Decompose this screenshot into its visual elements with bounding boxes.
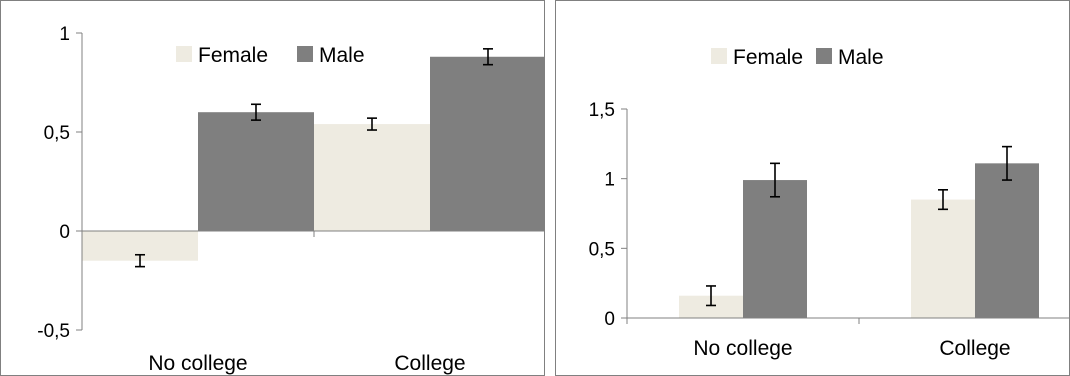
- bar-male-no-college: [743, 180, 807, 318]
- errorbar-male-no-college: [251, 103, 261, 121]
- category-label-no-college: No college: [148, 352, 247, 375]
- y-tick-label: 0,5: [44, 123, 70, 144]
- errorbar-female-college: [367, 117, 377, 131]
- legend: Female Male: [176, 44, 365, 67]
- y-tick-label: 1,5: [589, 100, 615, 121]
- errorbar-female-college: [938, 189, 948, 211]
- legend-label-female: Female: [198, 44, 268, 67]
- chart-panel-right: 0 0,5 1 1,5 No college College Female Male: [555, 0, 1070, 376]
- errorbar-male-college: [483, 48, 493, 66]
- bar-male-no-college: [198, 112, 314, 231]
- y-tick-label: 0,5: [589, 239, 615, 260]
- legend-label-female: Female: [733, 46, 803, 69]
- errorbar-male-college: [1002, 145, 1012, 181]
- chart-right: 0 0,5 1 1,5 No college College Female Male: [555, 0, 1070, 376]
- legend-swatch-female: [711, 48, 727, 64]
- legend-swatch-male: [816, 48, 832, 64]
- bar-male-college: [430, 56, 545, 232]
- errorbar-female-no-college: [135, 253, 145, 268]
- bar-female-no-college: [679, 295, 743, 318]
- bar-female-college: [911, 199, 975, 318]
- errorbar-female-no-college: [706, 285, 716, 307]
- category-label-no-college: No college: [693, 337, 792, 360]
- legend-swatch-male: [297, 46, 313, 62]
- category-label-college: College: [939, 337, 1010, 360]
- category-label-college: College: [394, 352, 465, 375]
- chart-left: -0,5 0 0,5 1 No college College Female Male: [0, 0, 545, 376]
- legend-label-male: Male: [319, 44, 365, 67]
- y-tick-label: 0: [59, 222, 70, 243]
- legend: Female Male: [711, 46, 884, 69]
- chart-panel-left: -0,5 0 0,5 1 No college College Female Male: [0, 0, 545, 376]
- y-tick-label: 0: [604, 309, 615, 330]
- bar-male-college: [975, 163, 1039, 318]
- y-tick-label: 1: [59, 24, 70, 45]
- y-tick-label: -0,5: [37, 321, 70, 342]
- bar-female-college: [314, 124, 430, 231]
- legend-swatch-female: [176, 46, 192, 62]
- legend-label-male: Male: [838, 46, 884, 69]
- y-tick-label: 1: [604, 170, 615, 191]
- errorbar-male-no-college: [770, 162, 780, 198]
